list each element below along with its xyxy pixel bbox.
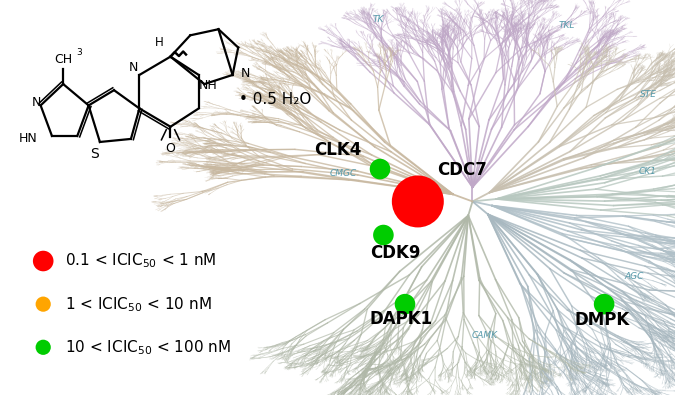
Text: CK1: CK1 <box>639 167 657 176</box>
Text: STE: STE <box>639 90 657 99</box>
Text: CDK9: CDK9 <box>370 244 421 262</box>
Point <box>38 344 49 350</box>
Text: HN: HN <box>18 132 37 145</box>
Text: 1 < ICIC$_{50}$ < 10 nM: 1 < ICIC$_{50}$ < 10 nM <box>65 295 212 314</box>
Text: 3: 3 <box>76 47 82 56</box>
Text: CAMK: CAMK <box>472 331 497 340</box>
Text: DMPK: DMPK <box>574 311 630 329</box>
Text: S: S <box>90 147 99 161</box>
Text: CDC7: CDC7 <box>437 161 487 179</box>
Text: N: N <box>32 96 41 109</box>
Text: TKL: TKL <box>559 21 575 30</box>
Text: • 0.5 H₂O: • 0.5 H₂O <box>239 92 311 107</box>
Text: CLK4: CLK4 <box>314 141 361 159</box>
Point <box>412 198 423 205</box>
Point <box>599 301 610 307</box>
Text: 0.1 < ICIC$_{50}$ < 1 nM: 0.1 < ICIC$_{50}$ < 1 nM <box>65 252 217 270</box>
Text: NH: NH <box>199 79 218 92</box>
Text: TK: TK <box>373 15 383 24</box>
Text: N: N <box>240 67 250 80</box>
Text: H: H <box>155 36 163 49</box>
Point <box>400 301 410 307</box>
Text: CH: CH <box>54 53 72 66</box>
Text: 10 < ICIC$_{50}$ < 100 nM: 10 < ICIC$_{50}$ < 100 nM <box>65 338 232 357</box>
Text: N: N <box>129 61 138 74</box>
Text: DAPK1: DAPK1 <box>370 310 433 328</box>
Point <box>375 166 385 172</box>
Text: CMGC: CMGC <box>329 169 356 178</box>
Text: O: O <box>165 141 176 154</box>
Point <box>38 301 49 307</box>
Point <box>38 258 49 264</box>
Text: AGC: AGC <box>625 272 644 281</box>
Point <box>378 232 389 238</box>
